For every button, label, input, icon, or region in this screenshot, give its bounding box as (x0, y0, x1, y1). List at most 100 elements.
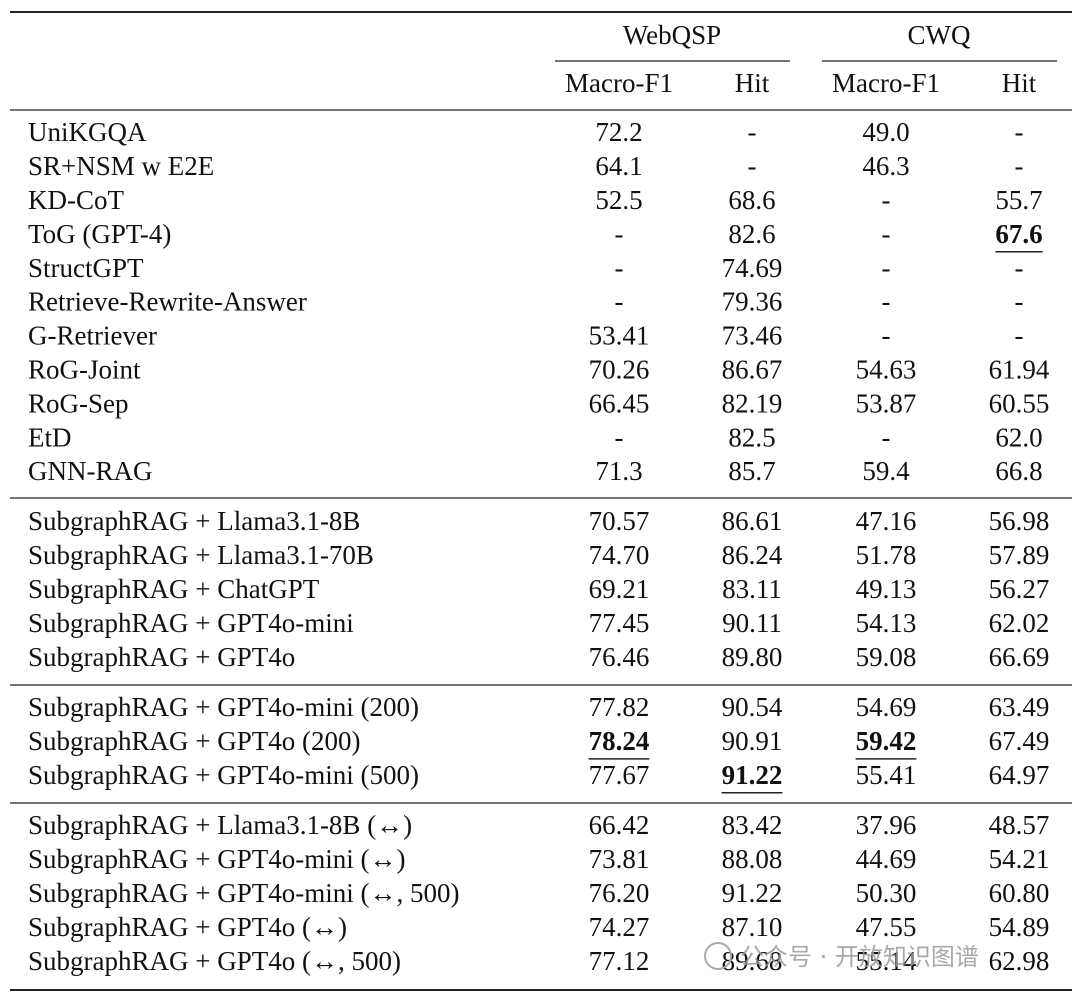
cell-value: 69.21 (589, 574, 650, 604)
cell-value: 89.80 (722, 642, 783, 672)
cell-value: - (615, 219, 624, 249)
cell-value: - (882, 185, 891, 215)
method-name: RoG-Joint (28, 355, 141, 385)
cell-value: 68.6 (728, 185, 775, 215)
column-header: Hit (1002, 68, 1037, 98)
cell-value: 60.80 (989, 878, 1050, 908)
group-header: WebQSP (623, 20, 721, 50)
cell-value: 86.24 (722, 540, 783, 570)
cell-value: 91.22 (722, 760, 783, 790)
cell-value: 88.08 (722, 844, 783, 874)
cell-value: 47.55 (856, 912, 917, 942)
cell-value: 67.49 (989, 726, 1050, 756)
method-name: SubgraphRAG + GPT4o-mini (200) (28, 692, 419, 722)
method-name: Retrieve-Rewrite-Answer (28, 287, 307, 317)
cell-value: 82.5 (728, 422, 775, 452)
cell-value: - (1015, 151, 1024, 181)
method-name: SR+NSM w E2E (28, 151, 214, 181)
cell-value: 52.5 (595, 185, 642, 215)
cell-value: - (882, 219, 891, 249)
method-name: SubgraphRAG + GPT4o-mini (↔, 500) (28, 878, 459, 908)
cell-value: 77.12 (589, 946, 650, 976)
cell-value: - (1015, 321, 1024, 351)
cell-value: 71.3 (595, 456, 642, 486)
cell-value: 70.57 (589, 506, 650, 536)
cell-value: 86.67 (722, 355, 783, 385)
cell-value: 54.89 (989, 912, 1050, 942)
cell-value: 63.49 (989, 692, 1050, 722)
cell-value: 66.42 (589, 810, 650, 840)
cell-value: 76.46 (589, 642, 650, 672)
cell-value: - (882, 287, 891, 317)
cell-value: 83.11 (722, 574, 782, 604)
method-name: SubgraphRAG + GPT4o (↔, 500) (28, 946, 401, 976)
cell-value: 62.02 (989, 608, 1050, 638)
method-name: EtD (28, 422, 72, 452)
cell-value: 55.41 (856, 760, 917, 790)
method-name: SubgraphRAG + GPT4o (200) (28, 726, 360, 756)
cell-value: 82.6 (728, 219, 775, 249)
cell-value: 62.98 (989, 946, 1050, 976)
cell-value: 77.82 (589, 692, 650, 722)
cell-value: - (748, 117, 757, 147)
cell-value: - (882, 422, 891, 452)
cell-value: 73.81 (589, 844, 650, 874)
method-name: SubgraphRAG + GPT4o (↔) (28, 912, 347, 942)
cell-value: 76.20 (589, 878, 650, 908)
cell-value: 44.69 (856, 844, 917, 874)
method-name: SubgraphRAG + Llama3.1-8B (↔) (28, 810, 412, 840)
cell-value: 77.45 (589, 608, 650, 638)
column-header: Macro-F1 (565, 68, 673, 98)
cell-value: 53.41 (589, 321, 650, 351)
cell-value: 59.4 (862, 456, 910, 486)
method-name: StructGPT (28, 253, 144, 283)
cell-value: 37.96 (856, 810, 917, 840)
watermark: 公众号 · 开放知识图谱 (740, 943, 979, 971)
cell-value: 91.22 (722, 878, 783, 908)
cell-value: 83.42 (722, 810, 783, 840)
cell-value: 87.10 (722, 912, 783, 942)
cell-value: 86.61 (722, 506, 783, 536)
cell-value: 64.97 (989, 760, 1050, 790)
cell-value: 54.13 (856, 608, 917, 638)
cell-value: 56.27 (989, 574, 1050, 604)
cell-value: 46.3 (862, 151, 909, 181)
cell-value: 77.67 (589, 760, 650, 790)
cell-value: - (615, 253, 624, 283)
group-header: CWQ (908, 20, 971, 50)
cell-value: 64.1 (595, 151, 642, 181)
cell-value: 73.46 (722, 321, 783, 351)
cell-value: 56.98 (989, 506, 1050, 536)
cell-value: 50.30 (856, 878, 917, 908)
cell-value: 67.6 (995, 219, 1042, 249)
cell-value: 59.42 (856, 726, 917, 756)
cell-value: - (882, 253, 891, 283)
method-name: ToG (GPT-4) (28, 219, 171, 249)
cell-value: 70.26 (589, 355, 650, 385)
cell-value: - (615, 422, 624, 452)
cell-value: 49.0 (862, 117, 909, 147)
cell-value: 55.14 (856, 946, 917, 976)
cell-value: - (748, 151, 757, 181)
cell-value: 66.8 (995, 456, 1042, 486)
method-name: SubgraphRAG + GPT4o-mini (500) (28, 760, 419, 790)
cell-value: 82.19 (722, 388, 783, 418)
method-name: UniKGQA (28, 117, 147, 147)
cell-value: 90.91 (722, 726, 783, 756)
cell-value: 59.08 (856, 642, 917, 672)
cell-value: - (615, 287, 624, 317)
cell-value: 74.69 (722, 253, 783, 283)
cell-value: 61.94 (989, 355, 1050, 385)
cell-value: - (1015, 117, 1024, 147)
cell-value: - (1015, 253, 1024, 283)
cell-value: 48.57 (989, 810, 1050, 840)
cell-value: 53.87 (856, 388, 917, 418)
method-name: SubgraphRAG + GPT4o-mini (↔) (28, 844, 405, 874)
method-name: RoG-Sep (28, 388, 129, 418)
cell-value: 51.78 (856, 540, 917, 570)
cell-value: 49.13 (856, 574, 917, 604)
method-name: GNN-RAG (28, 456, 153, 486)
cell-value: 89.68 (722, 946, 783, 976)
cell-value: 78.24 (589, 726, 650, 756)
